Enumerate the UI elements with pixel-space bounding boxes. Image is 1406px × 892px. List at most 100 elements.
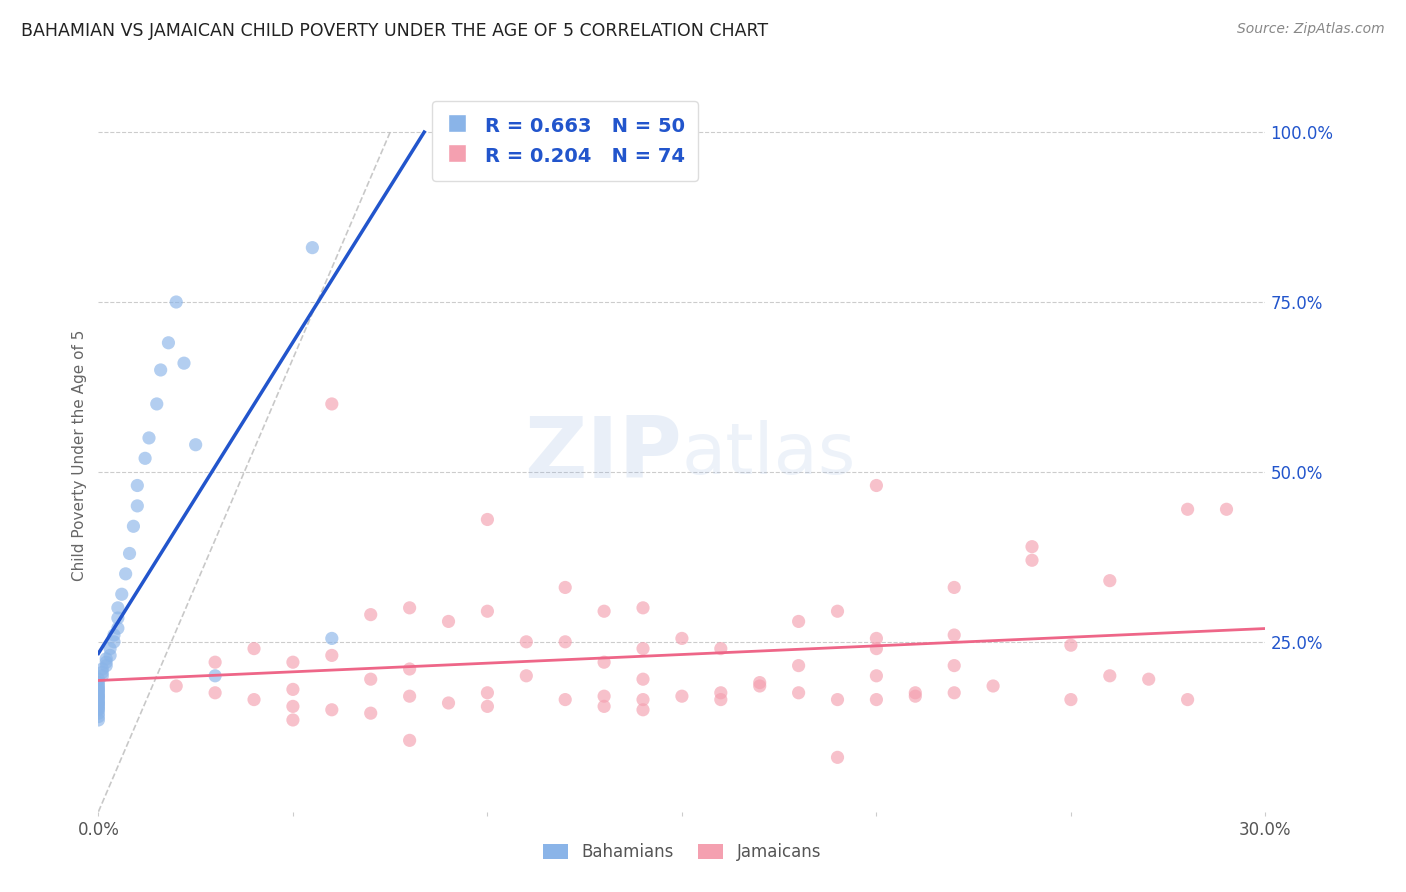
Point (943, 628, 966, 642)
Point (631, 692, 654, 706)
Point (593, 699, 616, 714)
Point (281, 699, 304, 714)
Text: atlas: atlas (682, 420, 856, 490)
Point (122, 519, 145, 533)
Point (360, 672, 382, 686)
Legend: Bahamians, Jamaicans: Bahamians, Jamaicans (536, 837, 828, 868)
Point (398, 733, 420, 747)
Point (103, 628, 125, 642)
Point (360, 706, 382, 721)
Text: ZIP: ZIP (524, 413, 682, 497)
Point (87, 683, 110, 698)
Point (554, 692, 576, 706)
Point (1137, 672, 1160, 686)
Point (243, 692, 266, 706)
Point (87, 675, 110, 690)
Point (1177, 502, 1199, 516)
Point (477, 699, 499, 714)
Point (127, 499, 149, 513)
Point (787, 658, 810, 673)
Point (943, 581, 966, 595)
Point (91, 669, 114, 683)
Point (593, 604, 616, 618)
Point (1215, 502, 1237, 516)
Point (865, 478, 887, 492)
Point (321, 703, 343, 717)
Point (827, 604, 849, 618)
Point (1098, 669, 1121, 683)
Point (360, 607, 382, 622)
Point (710, 686, 733, 700)
Point (96, 652, 118, 666)
Point (301, 241, 323, 255)
Point (748, 675, 770, 690)
Point (98, 648, 121, 663)
Point (981, 679, 1004, 693)
Y-axis label: Child Poverty Under the Age of 5: Child Poverty Under the Age of 5 (72, 329, 87, 581)
Point (865, 692, 887, 706)
Point (87, 695, 110, 709)
Point (107, 600, 129, 615)
Point (87, 703, 110, 717)
Point (118, 546, 141, 560)
Point (87, 696, 110, 710)
Point (710, 692, 733, 706)
Point (943, 658, 966, 673)
Point (138, 431, 160, 445)
Point (165, 295, 187, 310)
Point (127, 478, 149, 492)
Point (398, 600, 420, 615)
Point (904, 689, 927, 703)
Point (1021, 540, 1043, 554)
Point (184, 438, 207, 452)
Point (1177, 692, 1199, 706)
Point (87, 690, 110, 705)
Point (96, 655, 118, 669)
Point (87, 701, 110, 715)
Point (146, 397, 169, 411)
Point (1098, 574, 1121, 588)
Point (865, 632, 887, 646)
Point (631, 672, 654, 686)
Point (398, 662, 420, 676)
Point (91, 665, 114, 680)
Point (827, 750, 849, 764)
Point (437, 696, 460, 710)
Point (173, 356, 195, 370)
Point (87, 672, 110, 686)
Point (631, 641, 654, 656)
Point (398, 689, 420, 703)
Point (1021, 553, 1043, 567)
Point (111, 587, 134, 601)
Point (827, 692, 849, 706)
Point (157, 335, 180, 350)
Point (98, 641, 121, 656)
Point (515, 635, 537, 649)
Point (671, 632, 693, 646)
Point (671, 689, 693, 703)
Point (943, 686, 966, 700)
Point (204, 655, 226, 669)
Point (96, 658, 118, 673)
Point (477, 686, 499, 700)
Point (165, 679, 187, 693)
Point (904, 686, 927, 700)
Point (87, 681, 110, 695)
Point (149, 363, 172, 377)
Point (204, 686, 226, 700)
Point (91, 662, 114, 676)
Point (134, 451, 156, 466)
Point (748, 679, 770, 693)
Point (114, 566, 136, 581)
Point (437, 615, 460, 629)
Point (593, 689, 616, 703)
Point (87, 689, 110, 703)
Point (865, 669, 887, 683)
Point (631, 703, 654, 717)
Point (281, 713, 304, 727)
Point (554, 581, 576, 595)
Point (87, 713, 110, 727)
Point (515, 669, 537, 683)
Point (554, 635, 576, 649)
Point (787, 615, 810, 629)
